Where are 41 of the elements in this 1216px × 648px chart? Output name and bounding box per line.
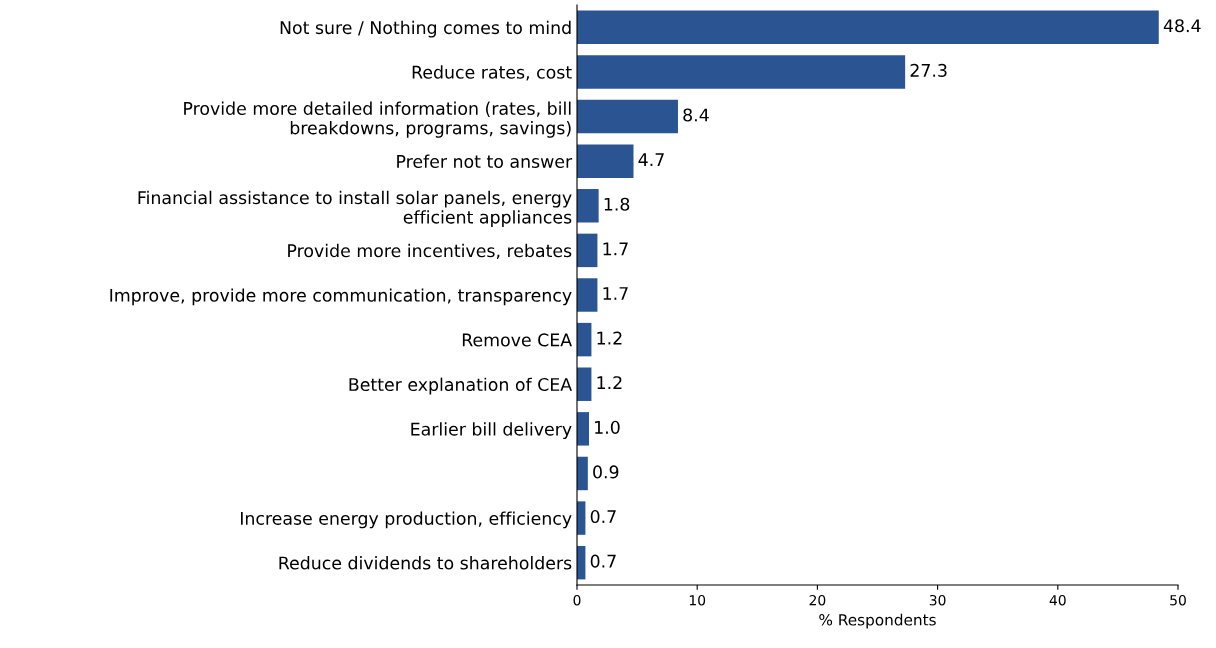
x-tick-label: 0 [573,594,581,606]
x-tick-label: 20 [809,594,826,606]
bar [577,412,590,446]
data-label: 0.7 [590,554,616,568]
y-tick-label: Financial assistance to install solar panels, energy efficient appliances [138,190,572,228]
y-tick-label: Better explanation of CEA [349,377,572,395]
data-label: 1.2 [597,331,622,345]
y-tick-label: Not sure / Nothing comes to mind [280,20,571,38]
y-tick-label: Increase energy production, efficiency [240,511,572,529]
data-label: 0.9 [593,465,619,479]
data-label: 1.2 [597,376,622,390]
data-label: 8.4 [683,108,709,122]
x-tick-label: 10 [689,594,706,606]
y-tick-label: Provide more incentives, rebates [288,243,572,259]
x-axis-title: % Respondents [819,613,936,629]
y-tick-label: Remove CEA [462,333,572,347]
data-label: 1.7 [603,242,628,256]
bar [577,99,678,134]
bar [577,456,588,491]
x-tick-label: 40 [1049,594,1066,606]
y-tick-label: Prefer not to answer [397,154,573,168]
bar [577,144,634,178]
data-label: 1.8 [604,197,630,211]
y-tick-label: Improve, provide more communication, transparency [110,288,572,306]
bar [577,55,906,89]
x-tick-label: 30 [929,594,946,606]
bar [577,189,599,223]
y-tick-label: Provide more detailed information (rates, bill breakdowns, programs, savings) [184,101,571,138]
x-tick-label: 50 [1170,594,1186,606]
bar [577,10,1159,45]
bar [577,233,598,268]
bar [577,278,598,312]
y-tick-label: Reduce rates, cost [412,65,572,81]
data-label: 4.7 [638,153,664,166]
data-label: 1.7 [603,287,628,300]
data-label: 27.3 [910,63,947,77]
y-tick-label: Reduce dividends to shareholders [279,556,572,570]
data-label: 48.4 [1163,19,1201,33]
data-label: 1.0 [595,420,620,434]
data-label: 0.7 [590,509,616,524]
y-tick-label: Earlier bill delivery [411,422,572,440]
